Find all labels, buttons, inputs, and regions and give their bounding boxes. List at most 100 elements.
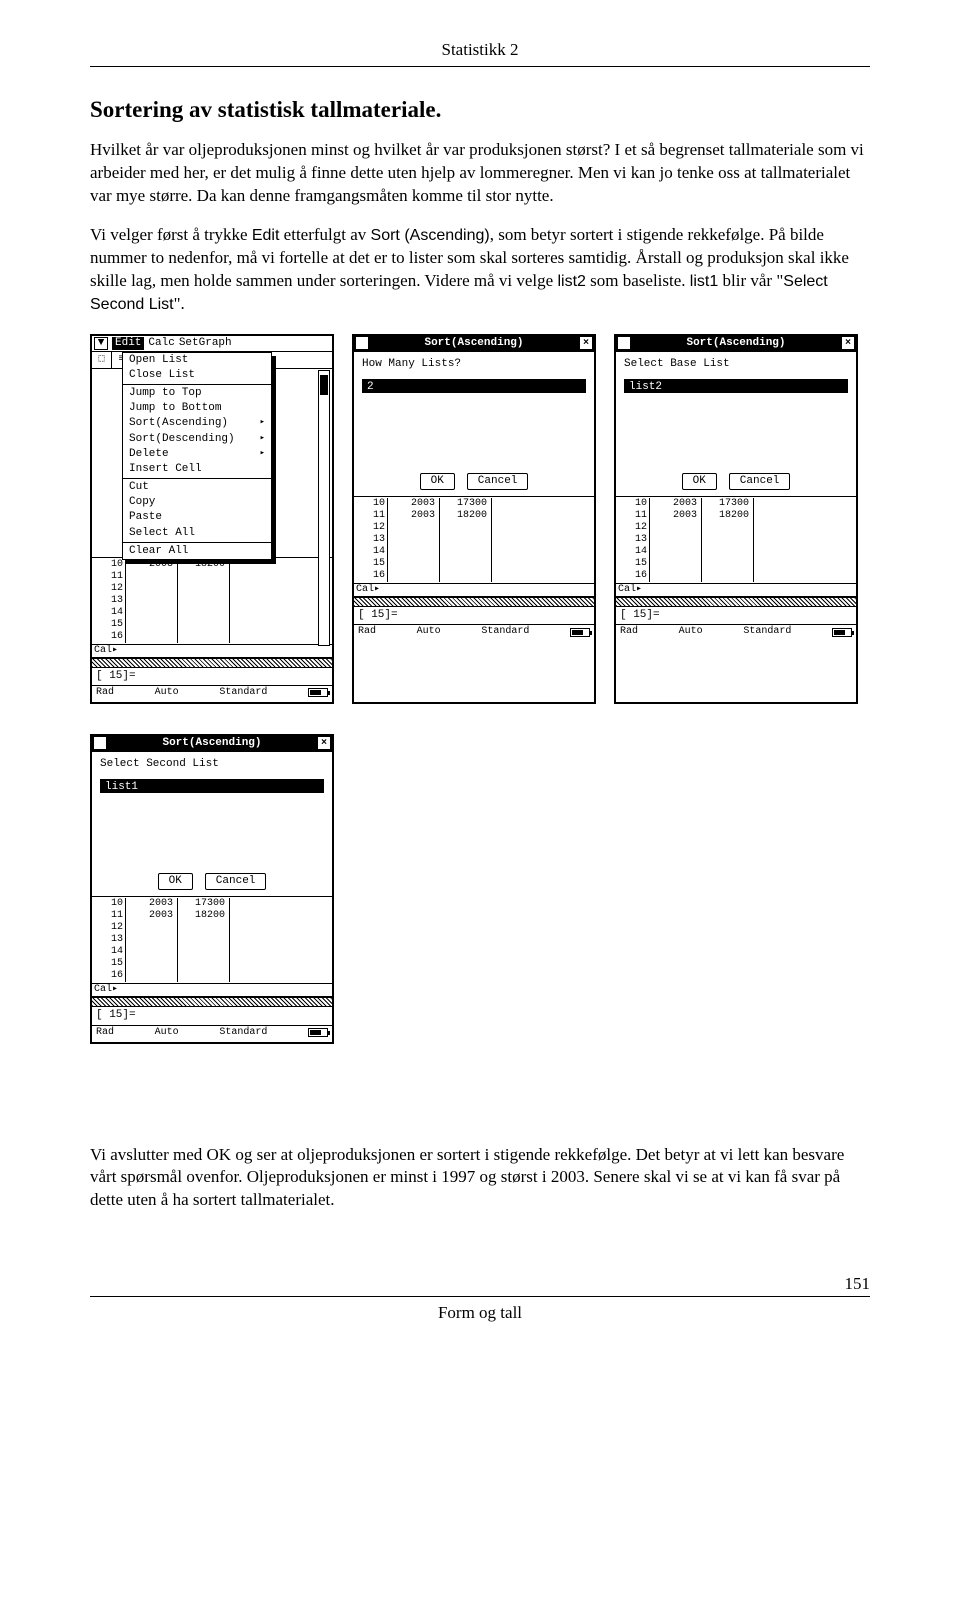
- p2-f: ".: [174, 294, 185, 313]
- menu-arrow-icon[interactable]: ▼: [94, 337, 108, 350]
- input-line[interactable]: [ 15]=: [354, 607, 594, 624]
- mi-clear-all[interactable]: Clear All: [123, 544, 271, 559]
- shade-strip: [616, 597, 856, 607]
- row-num: 11: [94, 571, 123, 583]
- shade-strip: [92, 997, 332, 1007]
- status-auto: Auto: [679, 626, 703, 638]
- mi-jump-bottom[interactable]: Jump to Bottom: [123, 401, 271, 416]
- status-bar: Rad Auto Standard: [354, 624, 594, 639]
- mi-sort-desc[interactable]: Sort(Descending): [123, 432, 271, 447]
- mi-select-all[interactable]: Select All: [123, 526, 271, 541]
- mi-jump-top[interactable]: Jump to Top: [123, 386, 271, 401]
- p2-list2: list2: [557, 273, 585, 290]
- close-icon[interactable]: ×: [318, 737, 330, 749]
- mi-cut[interactable]: Cut: [123, 480, 271, 495]
- paragraph-2: Vi velger først å trykke Edit etterfulgt…: [90, 224, 870, 316]
- ok-button[interactable]: OK: [682, 473, 717, 490]
- screenshot-row-1: ▼ Edit Calc SetGraph ⬚ ≡ Open List Close…: [90, 334, 870, 704]
- p2-d: som baseliste.: [586, 271, 690, 290]
- calc-screen-edit-menu: ▼ Edit Calc SetGraph ⬚ ≡ Open List Close…: [90, 334, 334, 704]
- close-icon[interactable]: ×: [580, 337, 592, 349]
- menu-strip: ▼ Edit Calc SetGraph: [92, 336, 332, 352]
- mi-close-list[interactable]: Close List: [123, 368, 271, 383]
- dialog-body: Select Second List list1 OK Cancel: [92, 752, 332, 896]
- status-bar: Rad Auto Standard: [92, 1025, 332, 1040]
- dialog-titlebar: Sort(Ascending) ×: [616, 336, 856, 352]
- row-numbers: 10 11: [94, 559, 126, 583]
- data-area: 10 11 2003 18200 12 13 14 15 16: [92, 557, 332, 644]
- cell: 18200: [178, 559, 225, 571]
- status-rad: Rad: [96, 1027, 114, 1039]
- dialog-title: Sort(Ascending): [620, 337, 852, 350]
- mi-insert-cell[interactable]: Insert Cell: [123, 462, 271, 477]
- dialog-label-second: Select Second List: [100, 758, 324, 771]
- shade-strip: [354, 597, 594, 607]
- p2-sort: Sort (Ascending): [371, 227, 490, 244]
- battery-icon: [308, 688, 328, 697]
- secondlist-field[interactable]: list1: [100, 779, 324, 793]
- screenshot-row-2: Sort(Ascending) × Select Second List lis…: [90, 734, 870, 1044]
- footer-rule: [90, 1296, 870, 1297]
- footer-text: Form og tall: [438, 1303, 522, 1323]
- dialog-body: Select Base List list2 OK Cancel: [616, 352, 856, 496]
- menu-separator: [123, 384, 271, 385]
- shade-strip: [92, 658, 332, 668]
- p2-edit: Edit: [252, 227, 280, 244]
- menu-separator-3: [123, 542, 271, 543]
- mi-delete[interactable]: Delete: [123, 447, 271, 462]
- dialog-title: Sort(Ascending): [96, 737, 328, 750]
- howmany-field[interactable]: 2: [362, 379, 586, 393]
- col-empty: [230, 559, 330, 583]
- scrollbar[interactable]: [318, 370, 330, 646]
- titlebar-left-icon: [356, 337, 368, 349]
- status-standard: Standard: [219, 687, 267, 699]
- dialog-label-base: Select Base List: [624, 358, 848, 371]
- titlebar-left-icon: [94, 737, 106, 749]
- battery-icon: [570, 628, 590, 637]
- cal-row: Cal▸: [92, 644, 332, 658]
- page-header: Statistikk 2: [90, 40, 870, 60]
- status-rad: Rad: [96, 687, 114, 699]
- input-line[interactable]: [ 15]=: [616, 607, 856, 624]
- status-rad: Rad: [620, 626, 638, 638]
- input-line[interactable]: [ 15]=: [92, 1007, 332, 1024]
- dialog-body: How Many Lists? 2 OK Cancel: [354, 352, 594, 496]
- cal-row: Cal▸: [354, 583, 594, 597]
- input-line[interactable]: [ 15]=: [92, 668, 332, 685]
- p2-b: etterfulgt av: [279, 225, 370, 244]
- baselist-field[interactable]: list2: [624, 379, 848, 393]
- mi-open-list[interactable]: Open List: [123, 353, 271, 368]
- battery-icon: [832, 628, 852, 637]
- calc-screen-howmany: Sort(Ascending) × How Many Lists? 2 OK C…: [352, 334, 596, 704]
- menu-edit[interactable]: Edit: [112, 337, 144, 350]
- dialog-label: How Many Lists?: [362, 358, 586, 371]
- menu-setgraph[interactable]: SetGraph: [179, 337, 232, 350]
- status-standard: Standard: [743, 626, 791, 638]
- mi-sort-asc[interactable]: Sort(Ascending): [123, 416, 271, 431]
- cell: 2003: [126, 559, 173, 571]
- cancel-button[interactable]: Cancel: [729, 473, 791, 490]
- page-number: 151: [90, 1274, 870, 1294]
- menu-calc[interactable]: Calc: [148, 337, 174, 350]
- paragraph-3: Vi avslutter med OK og ser at oljeproduk…: [90, 1144, 870, 1213]
- row-num: 10: [94, 559, 123, 571]
- menu-separator-2: [123, 478, 271, 479]
- data-area: 10200317300 11200318200 12 13 14 15 16: [354, 496, 594, 583]
- cal-row: Cal▸: [92, 983, 332, 997]
- ok-button[interactable]: OK: [158, 873, 193, 890]
- mi-copy[interactable]: Copy: [123, 495, 271, 510]
- status-standard: Standard: [219, 1027, 267, 1039]
- titlebar-left-icon: [618, 337, 630, 349]
- ok-button[interactable]: OK: [420, 473, 455, 490]
- col-year: 2003: [126, 559, 178, 583]
- tool-1-icon[interactable]: ⬚: [92, 352, 112, 368]
- close-icon[interactable]: ×: [842, 337, 854, 349]
- p2-a: Vi velger først å trykke: [90, 225, 252, 244]
- cancel-button[interactable]: Cancel: [205, 873, 267, 890]
- cancel-button[interactable]: Cancel: [467, 473, 529, 490]
- calc-screen-baselist: Sort(Ascending) × Select Base List list2…: [614, 334, 858, 704]
- p2-list1: list1: [690, 273, 718, 290]
- calc-screen-secondlist: Sort(Ascending) × Select Second List lis…: [90, 734, 334, 1044]
- dialog-titlebar: Sort(Ascending) ×: [354, 336, 594, 352]
- mi-paste[interactable]: Paste: [123, 510, 271, 525]
